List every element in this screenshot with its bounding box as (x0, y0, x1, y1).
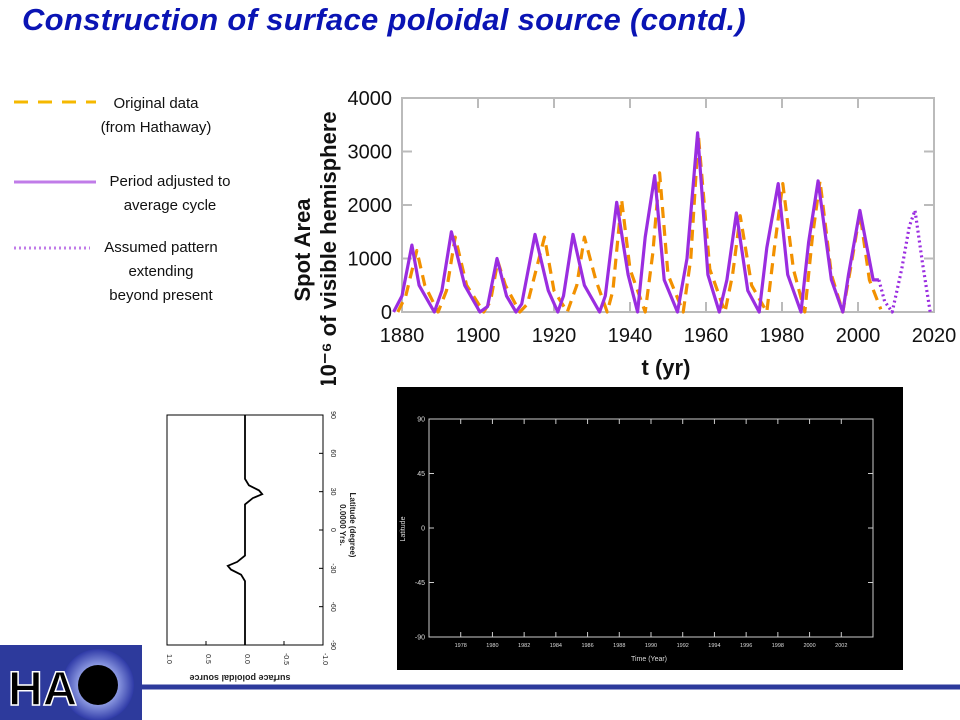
x-tick-label: 1940 (608, 325, 653, 347)
time-tick-label: 1980 (486, 643, 498, 649)
lat-tick-label: -90 (415, 635, 425, 642)
logo-eclipse-icon (78, 665, 118, 705)
series-dashed-line (396, 133, 883, 314)
x-tick-label: 1960 (684, 325, 729, 347)
page-title: Construction of surface poloidal source … (22, 2, 746, 37)
lat-ylabel: Latitude (400, 516, 407, 541)
x-axis-label: t (yr) (642, 355, 691, 380)
lat-tick-label: -45 (415, 580, 425, 587)
source-amp-tick-label: 1.0 (165, 654, 172, 664)
time-tick-label: 1986 (581, 643, 593, 649)
legend-item-period-adjusted: Period adjusted to average cycle (90, 170, 250, 218)
source-subtitle: 0.0000 Yrs. (338, 504, 347, 546)
y-tick-label: 2000 (348, 195, 393, 217)
plot-frame (401, 97, 935, 313)
y-tick-label: 1000 (348, 249, 393, 271)
x-tick-label: 1980 (760, 325, 805, 347)
logo-text: HA (8, 663, 77, 716)
source-lat-tick-label: 90 (329, 411, 336, 419)
source-lat-tick-label: 0 (329, 528, 336, 532)
surface-source-chart: Latitude (degree) 0.0000 Yrs. surface po… (165, 411, 357, 683)
legend-item-original: Original data (from Hathaway) (86, 92, 226, 140)
time-tick-label: 1984 (550, 643, 562, 649)
legend-label-line: (from Hathaway) (100, 119, 212, 136)
y-tick-label: 0 (381, 302, 392, 324)
legend-label-line: Period adjusted to (109, 173, 231, 190)
source-title: surface poloidal source (189, 673, 290, 683)
y-axis-label-line1: Spot Area (290, 198, 315, 302)
x-tick-label: 1900 (456, 325, 501, 347)
source-amp-tick-label: 0.0 (243, 654, 250, 664)
source-lat-tick-label: -60 (329, 602, 336, 612)
spot-area-chart: Spot Area 10⁻⁶ of visible hemisphere t (… (290, 88, 957, 385)
time-tick-label: 2000 (803, 643, 815, 649)
time-tick-label: 1994 (708, 643, 720, 649)
lat-tick-label: 45 (417, 471, 425, 478)
panel-background (397, 387, 903, 670)
time-tick-label: 2002 (835, 643, 847, 649)
time-tick-label: 1988 (613, 643, 625, 649)
source-xlabel: Latitude (degree) (348, 493, 357, 558)
source-curve (226, 415, 264, 645)
source-lat-tick-label: 30 (329, 488, 336, 496)
source-lat-tick-label: 60 (329, 449, 336, 457)
source-lat-tick-label: -90 (329, 640, 336, 650)
lat-tick-label: 90 (417, 417, 425, 424)
x-tick-label: 2000 (836, 325, 881, 347)
source-lat-tick-label: -30 (329, 563, 336, 573)
surface-source-title-group: surface poloidal source (189, 673, 290, 683)
source-amp-tick-label: 0.5 (204, 654, 211, 664)
series-solid-line (392, 131, 879, 314)
x-tick-label: 1880 (380, 325, 425, 347)
time-tick-label: 1990 (645, 643, 657, 649)
source-amp-tick-label: -0.5 (282, 653, 289, 665)
footer-bar: HA (0, 645, 960, 720)
source-amp-tick-label: -1.0 (321, 653, 328, 665)
legend-label-line: beyond present (109, 287, 213, 304)
legend-label-line: extending (128, 263, 194, 280)
time-tick-label: 1982 (518, 643, 530, 649)
y-tick-label: 3000 (348, 142, 393, 164)
series-dotted-line (877, 208, 932, 314)
time-tick-label: 1978 (455, 643, 467, 649)
y-tick-label: 4000 (348, 88, 393, 110)
time-tick-label: 1992 (677, 643, 689, 649)
legend-item-assumed-pattern: Assumed pattern extending beyond present (86, 236, 236, 308)
time-tick-label: 1998 (772, 643, 784, 649)
x-tick-label: 2020 (912, 325, 957, 347)
x-tick-label: 1920 (532, 325, 577, 347)
latitude-time-panel: Latitude Time (Year) 90 45 0 -45 -90 1978 1980… (397, 387, 903, 670)
lat-tick-label: 0 (421, 526, 425, 533)
surface-source-rotated-labels: Latitude (degree) 0.0000 Yrs. (338, 493, 357, 558)
legend-label-line: Assumed pattern (104, 239, 218, 256)
legend-label-line: Original data (113, 95, 199, 112)
y-axis-label: Spot Area 10⁻⁶ of visible hemisphere (290, 111, 341, 385)
y-axis-label-line2: 10⁻⁶ of visible hemisphere (316, 111, 341, 385)
legend-swatches (14, 100, 96, 250)
lat-xlabel: Time (Year) (631, 656, 667, 663)
time-tick-label: 1996 (740, 643, 752, 649)
legend-label-line: average cycle (123, 197, 217, 214)
